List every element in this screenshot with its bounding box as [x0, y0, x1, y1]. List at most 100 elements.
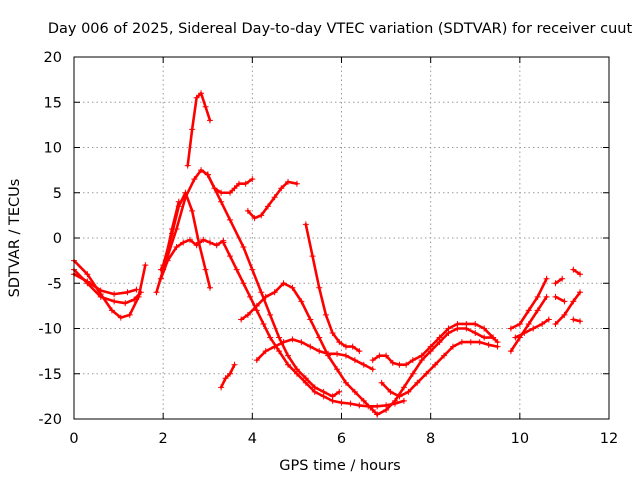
data-point-marker	[97, 293, 104, 300]
data-point-marker	[186, 236, 193, 243]
data-point-marker	[244, 207, 251, 214]
data-point-marker	[476, 339, 483, 346]
data-point-marker	[383, 406, 390, 413]
data-point-marker	[322, 311, 329, 318]
data-point-marker	[218, 189, 225, 196]
data-point-marker	[193, 94, 200, 101]
y-tick-label: 10	[44, 141, 62, 157]
data-point-marker	[227, 370, 234, 377]
series-trace	[371, 322, 495, 367]
data-point-marker	[240, 280, 247, 287]
data-point-marker	[122, 300, 129, 307]
data-point-marker	[467, 339, 474, 346]
data-point-marker	[227, 253, 234, 260]
data-point-marker	[463, 320, 470, 327]
series-arc-20	[507, 293, 550, 355]
data-point-marker	[418, 352, 425, 359]
data-point-marker	[191, 176, 198, 183]
data-point-marker	[320, 393, 327, 400]
data-point-marker	[561, 311, 568, 318]
data-point-marker	[543, 275, 550, 282]
data-point-marker	[400, 397, 407, 404]
series-arc-27	[570, 316, 584, 325]
data-point-marker	[552, 280, 559, 287]
data-point-marker	[126, 311, 133, 318]
series-arc-23	[552, 275, 566, 287]
data-point-marker	[302, 221, 309, 228]
data-point-marker	[117, 314, 124, 321]
series-arc-19	[369, 320, 497, 368]
data-point-marker	[316, 284, 323, 291]
series-arc-18	[378, 339, 501, 400]
data-point-marker	[307, 316, 314, 323]
x-tick-labels: 0 2 4 6 8 10 12	[69, 431, 618, 447]
x-tick-label: 4	[248, 431, 257, 447]
data-point-marker	[271, 289, 278, 296]
data-point-marker	[389, 359, 396, 366]
data-point-marker	[356, 402, 363, 409]
series-arc-11	[218, 361, 238, 391]
data-point-marker	[227, 216, 234, 223]
data-point-marker	[351, 357, 358, 364]
data-point-marker	[175, 203, 182, 210]
data-point-marker	[369, 366, 376, 373]
data-point-marker	[231, 361, 238, 368]
data-point-marker	[242, 180, 249, 187]
y-tick-label: -20	[38, 412, 62, 428]
data-point-marker	[336, 388, 343, 395]
data-point-marker	[445, 325, 452, 332]
data-point-marker	[316, 348, 323, 355]
data-point-marker	[193, 242, 200, 249]
y-tick-label: -15	[38, 367, 62, 383]
data-point-marker	[271, 343, 278, 350]
data-point-marker	[454, 320, 461, 327]
data-point-marker	[525, 307, 532, 314]
data-point-marker	[336, 339, 343, 346]
data-point-marker	[233, 266, 240, 273]
data-point-marker	[349, 343, 356, 350]
data-point-marker	[227, 189, 234, 196]
data-point-marker	[285, 352, 291, 359]
y-tick-label: -5	[48, 276, 62, 292]
data-point-marker	[276, 348, 283, 355]
series-arc-13	[244, 178, 300, 222]
data-point-marker	[276, 334, 283, 341]
data-point-marker	[432, 361, 439, 368]
data-point-marker	[247, 293, 254, 300]
data-point-marker	[222, 375, 229, 382]
data-point-marker	[249, 176, 256, 183]
data-point-marker	[481, 325, 488, 332]
data-point-marker	[298, 339, 305, 346]
y-tick-label: -10	[38, 322, 62, 338]
data-point-marker	[316, 334, 323, 341]
data-point-marker	[164, 257, 171, 264]
data-point-marker	[218, 198, 225, 205]
data-point-marker	[267, 311, 274, 318]
data-point-marker	[334, 350, 341, 357]
data-point-marker	[289, 284, 296, 291]
data-point-marker	[182, 189, 189, 196]
data-point-marker	[173, 225, 180, 232]
data-point-marker	[525, 320, 532, 327]
series-trace	[159, 238, 225, 281]
series-arc-26	[570, 266, 584, 278]
data-point-marker	[490, 334, 497, 341]
data-point-marker	[396, 393, 403, 400]
y-tick-label: 5	[53, 186, 62, 202]
series-arc-9	[157, 236, 227, 282]
y-tick-label: 15	[44, 95, 62, 111]
series-arc-3	[71, 271, 140, 298]
data-point-marker	[427, 343, 434, 350]
data-point-marker	[360, 397, 367, 404]
data-point-marker	[293, 180, 300, 187]
data-point-marker	[285, 178, 291, 185]
x-tick-label: 10	[511, 431, 529, 447]
data-point-marker	[414, 379, 421, 386]
data-point-marker	[436, 334, 443, 341]
data-point-marker	[137, 289, 144, 296]
data-point-marker	[552, 293, 559, 300]
data-point-marker	[131, 296, 138, 303]
data-point-marker	[111, 291, 118, 298]
plot-frame	[73, 56, 610, 420]
data-point-marker	[253, 302, 260, 309]
